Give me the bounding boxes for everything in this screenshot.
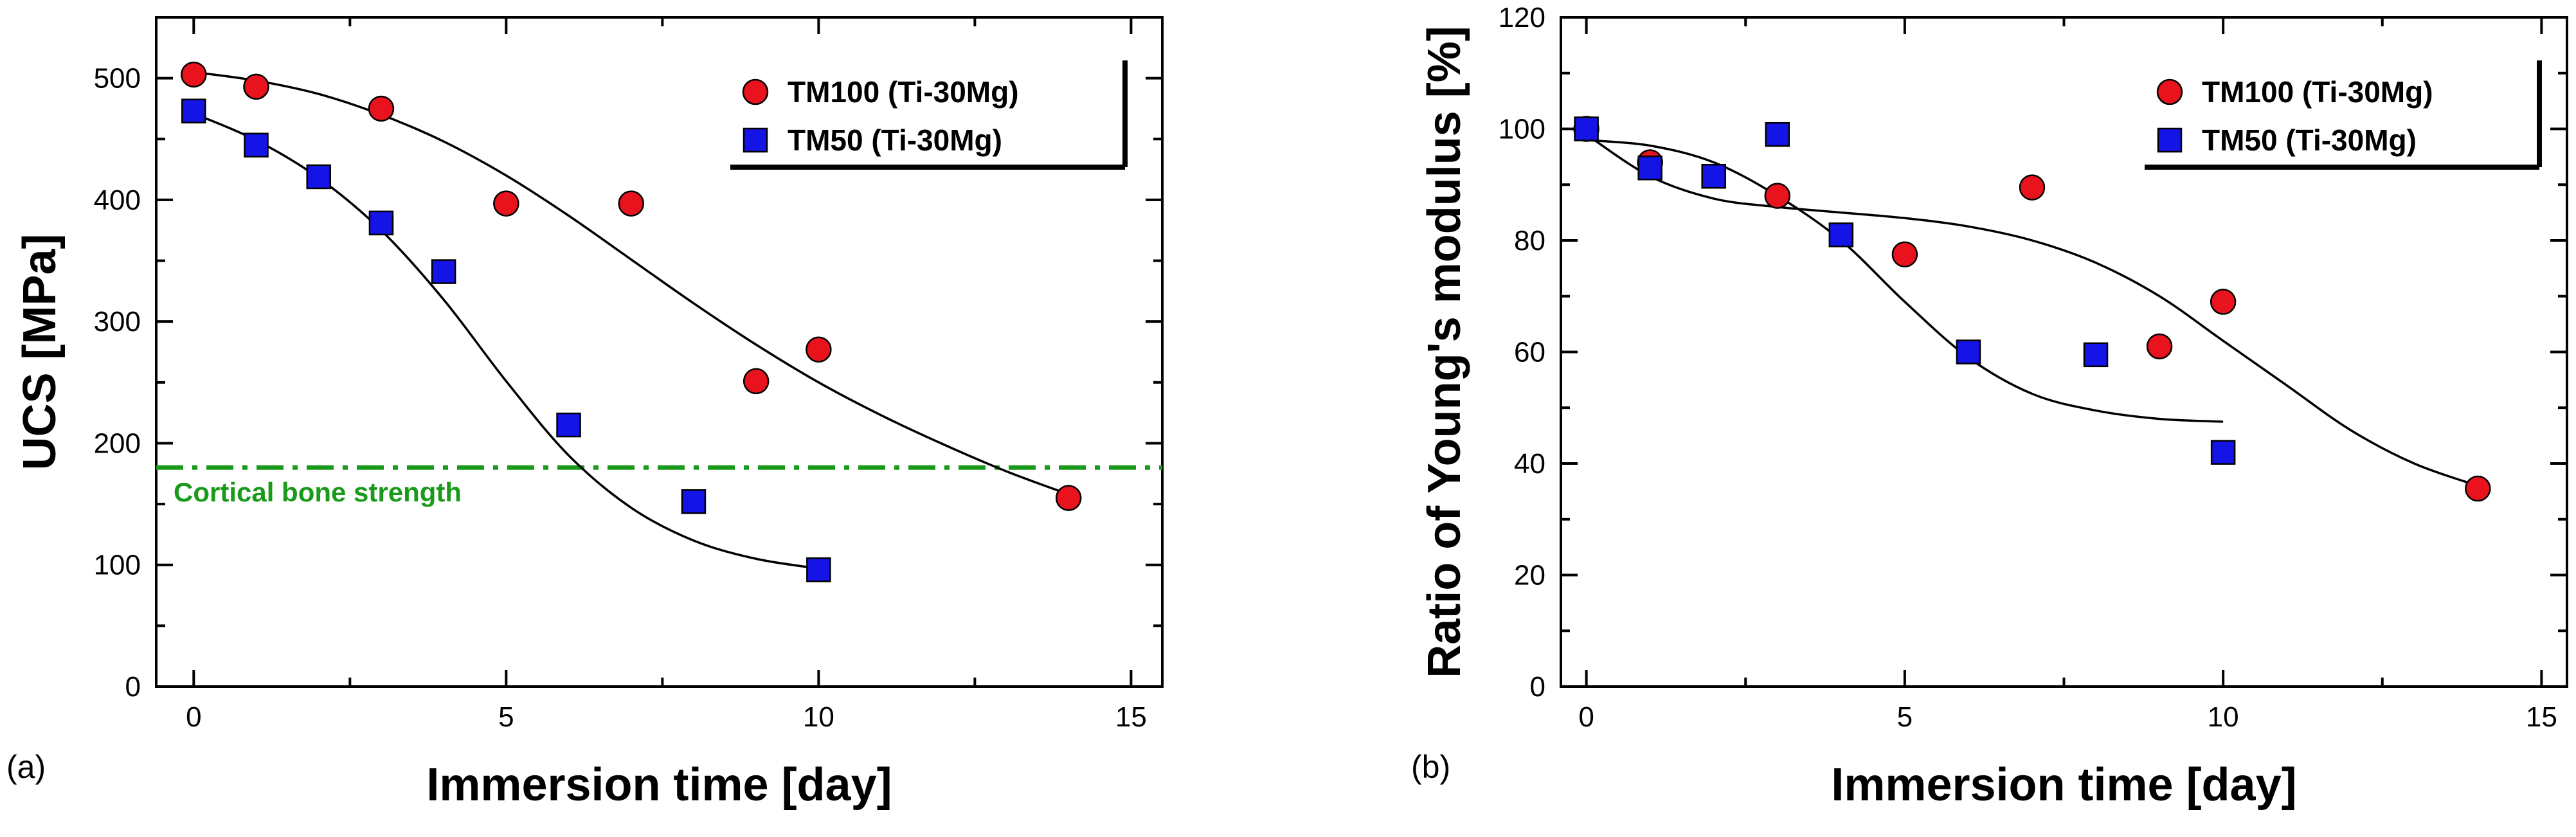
data-point-tm50 [244,132,269,158]
legend-box [2140,56,2540,168]
fit-curve-tm50 [1586,139,2224,423]
data-point-tm50 [681,489,707,514]
x-axis-label: Immersion time [day] [1831,759,2296,811]
legend-marker-tm100 [2156,78,2183,105]
data-point-tm100 [1055,485,1082,511]
legend-box [726,56,1126,168]
data-point-tm50 [806,557,831,582]
y-tick-label: 40 [1514,448,1545,480]
data-point-tm50 [306,164,331,190]
data-point-tm100 [181,61,207,88]
y-tick-label: 80 [1514,225,1545,256]
data-point-tm50 [431,259,456,284]
data-point-tm100 [1764,183,1791,209]
data-point-tm50 [1765,122,1790,147]
y-tick-label: 500 [94,63,141,94]
y-tick-label: 300 [94,306,141,338]
y-axis-label: UCS [MPa] [14,233,66,470]
x-tick-label: 5 [1897,701,1913,733]
x-tick-label: 15 [1115,701,1147,733]
data-point-tm50 [1574,116,1599,141]
x-tick-label: 0 [1578,701,1594,733]
data-point-tm50 [1637,155,1662,181]
x-tick-label: 10 [803,701,834,733]
plot-frame [155,16,1164,688]
data-point-tm50 [181,98,206,123]
data-point-tm100 [2146,333,2173,360]
data-point-tm100 [806,336,832,363]
data-point-tm100 [2210,289,2237,315]
data-point-tm50 [1701,163,1726,189]
legend-label: TM100 (Ti-30Mg) [788,75,1019,109]
data-point-tm50 [1956,339,1981,364]
y-tick-label: 100 [1499,114,1545,145]
data-point-tm100 [2019,174,2046,201]
x-tick-label: 5 [498,701,514,733]
data-point-tm100 [743,368,770,395]
legend-label: TM50 (Ti-30Mg) [788,123,1002,157]
legend-marker-tm50 [743,127,768,153]
y-tick-label: 0 [125,671,141,703]
y-tick-label: 200 [94,428,141,459]
data-point-tm100 [1891,241,1918,267]
y-tick-label: 60 [1514,337,1545,368]
panel-label: (b) [1411,749,1450,785]
y-tick-label: 100 [94,550,141,581]
x-tick-label: 0 [186,701,201,733]
legend-marker-tm50 [2157,127,2183,153]
x-tick-label: 15 [2526,701,2557,733]
x-tick-label: 10 [2208,701,2239,733]
data-point-tm50 [556,412,581,438]
data-point-tm50 [2083,342,2109,368]
data-point-tm50 [2210,440,2236,465]
y-tick-label: 0 [1530,671,1545,703]
data-point-tm100 [243,73,269,100]
reference-line-label: Cortical bone strength [174,477,462,507]
legend-label: TM50 (Ti-30Mg) [2202,123,2417,157]
y-tick-label: 20 [1514,560,1545,591]
panel-label: (a) [6,749,46,785]
x-axis-label: Immersion time [day] [426,759,892,811]
data-point-tm100 [2465,475,2491,502]
legend-label: TM100 (Ti-30Mg) [2202,75,2433,109]
y-tick-label: 120 [1499,2,1545,33]
y-axis-label: Ratio of Young's modulus [%] [1419,26,1470,678]
data-point-tm50 [368,210,394,236]
fit-curve-tm100 [1585,133,2478,487]
data-point-tm50 [1828,222,1854,248]
chart-panel-a: 0 5 10 15 0 100 200 300 400 500 Immersion time [da… [6,16,1164,811]
data-point-tm100 [618,190,645,217]
chart-panel-b: 0 5 10 15 0 20 40 60 80 100 120 Immersion time [day… [1411,2,2568,811]
fit-curve-tm100 [194,71,1069,496]
legend-marker-tm100 [742,78,769,105]
y-tick-label: 400 [94,184,141,216]
data-point-tm100 [368,95,395,122]
data-point-tm100 [493,190,519,217]
